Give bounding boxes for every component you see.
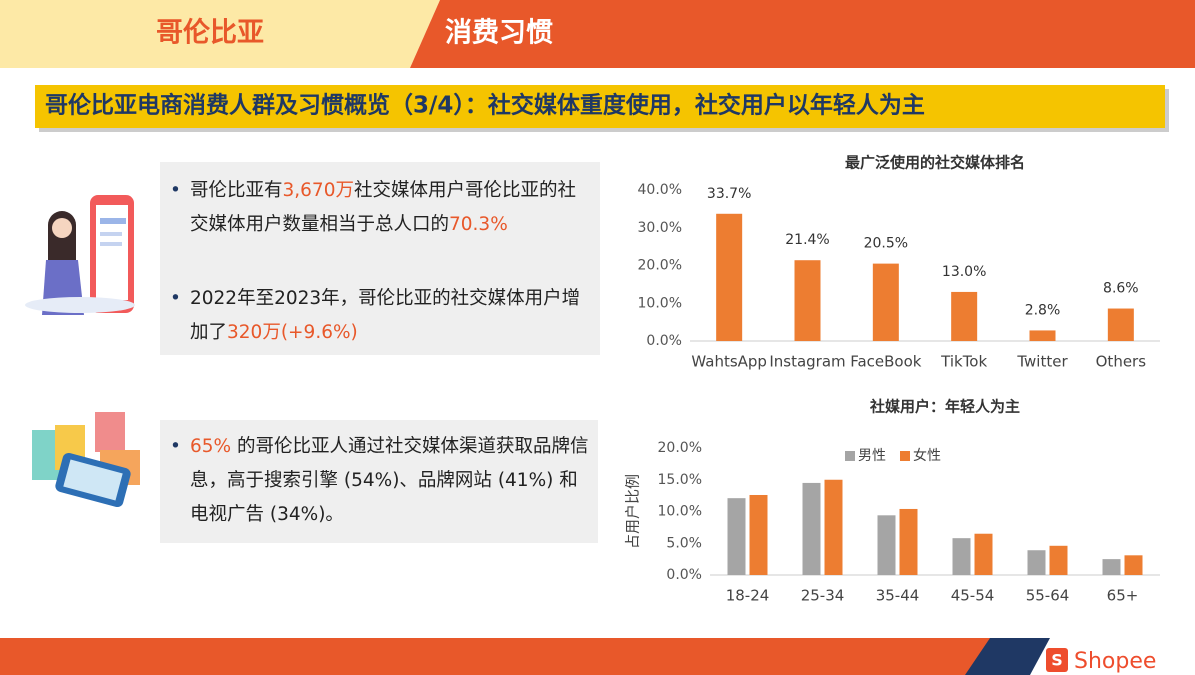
highlight: 3,670万 xyxy=(282,180,354,201)
chart-title: 最广泛使用的社交媒体排名 xyxy=(845,154,1025,172)
text: 哥伦比亚有 xyxy=(190,180,283,201)
bar xyxy=(877,515,896,575)
value-label: 2.8% xyxy=(1025,302,1061,318)
legend-swatch xyxy=(900,451,910,461)
country: 哥伦比亚 xyxy=(156,17,264,49)
text: 2022年至2023年，哥伦比亚的社交媒体用户增加了 xyxy=(190,288,581,343)
bar xyxy=(749,494,768,575)
topic: 消费习惯 xyxy=(445,18,553,49)
text: 社交媒体用户哥伦比亚的社交媒体用户数量相当于总人口的 xyxy=(190,180,576,235)
svg-text:S: S xyxy=(1051,651,1063,670)
text: 的哥伦比亚人通过社交媒体渠道获取品牌信息，高于搜索引擎 (54%)、品牌网站 (… xyxy=(190,436,589,525)
highlight: 65% xyxy=(190,436,232,457)
bar xyxy=(794,260,821,341)
x-tick-label: 65+ xyxy=(1107,587,1139,605)
legend-label: 男性 xyxy=(858,448,886,464)
x-tick-label: Others xyxy=(1096,353,1147,371)
y-tick-label: 20.0% xyxy=(638,258,682,274)
slide-title: 哥伦比亚电商消费人群及习惯概览（3/4）：社交媒体重度使用，社交用户以年轻人为主 xyxy=(45,92,925,119)
bar xyxy=(727,498,746,575)
bar xyxy=(1102,559,1121,575)
x-tick-label: TikTok xyxy=(940,353,987,371)
text-box: 65% 的哥伦比亚人通过社交媒体渠道获取品牌信息，高于搜索引擎 (54%)、品牌… xyxy=(160,420,598,543)
bar xyxy=(1029,330,1056,341)
x-tick-label: 25-34 xyxy=(801,587,845,605)
y-tick-label: 10.0% xyxy=(638,295,682,311)
bar xyxy=(1124,555,1143,575)
x-tick-label: Twitter xyxy=(1016,353,1068,371)
x-tick-label: Instagram xyxy=(769,353,845,371)
phone-girl-icon xyxy=(25,195,135,315)
value-label: 20.5% xyxy=(864,236,908,252)
bar xyxy=(951,291,978,341)
brand: Shopee xyxy=(1074,649,1156,674)
bar xyxy=(952,538,971,575)
highlight: 70.3% xyxy=(449,214,508,235)
y-tick-label: 0.0% xyxy=(646,333,682,349)
y-tick-label: 30.0% xyxy=(638,220,682,236)
y-tick-label: 20.0% xyxy=(658,440,702,456)
y-axis-label: 占用户比例 xyxy=(624,474,642,549)
x-tick-label: 18-24 xyxy=(726,587,770,605)
bullet: 2022年至2023年，哥伦比亚的社交媒体用户增加了320万(+9.6%) xyxy=(170,282,590,350)
x-tick-label: 35-44 xyxy=(876,587,920,605)
value-label: 33.7% xyxy=(707,186,751,202)
highlight: 320万(+9.6%) xyxy=(227,322,358,343)
bar xyxy=(872,263,899,341)
bar xyxy=(1049,545,1068,575)
bar xyxy=(716,213,743,341)
x-tick-label: FaceBook xyxy=(850,353,922,371)
chart-title: 社媒用户：年轻人为主 xyxy=(869,398,1020,416)
legend-label: 女性 xyxy=(913,447,941,464)
y-tick-label: 15.0% xyxy=(658,472,702,488)
y-tick-label: 40.0% xyxy=(638,182,682,198)
shopping-icon xyxy=(32,412,140,508)
x-tick-label: 45-54 xyxy=(951,587,995,605)
bullet: 哥伦比亚有3,670万社交媒体用户哥伦比亚的社交媒体用户数量相当于总人口的70.… xyxy=(170,174,590,242)
legend-swatch xyxy=(845,451,855,461)
x-tick-label: WahtsApp xyxy=(691,353,767,371)
bullet: 65% 的哥伦比亚人通过社交媒体渠道获取品牌信息，高于搜索引擎 (54%)、品牌… xyxy=(170,430,590,532)
x-tick-label: 55-64 xyxy=(1026,587,1070,605)
y-tick-label: 0.0% xyxy=(666,567,702,583)
text-box: 哥伦比亚有3,670万社交媒体用户哥伦比亚的社交媒体用户数量相当于总人口的70.… xyxy=(160,162,600,355)
bar xyxy=(824,479,843,575)
value-label: 21.4% xyxy=(785,232,829,248)
bar xyxy=(1027,550,1046,575)
bar xyxy=(899,508,918,575)
value-label: 8.6% xyxy=(1103,281,1139,297)
value-label: 13.0% xyxy=(942,264,986,280)
y-tick-label: 10.0% xyxy=(658,504,702,520)
y-tick-label: 5.0% xyxy=(666,535,702,551)
bar xyxy=(802,482,821,575)
bar xyxy=(1107,308,1134,341)
bar xyxy=(974,533,993,575)
